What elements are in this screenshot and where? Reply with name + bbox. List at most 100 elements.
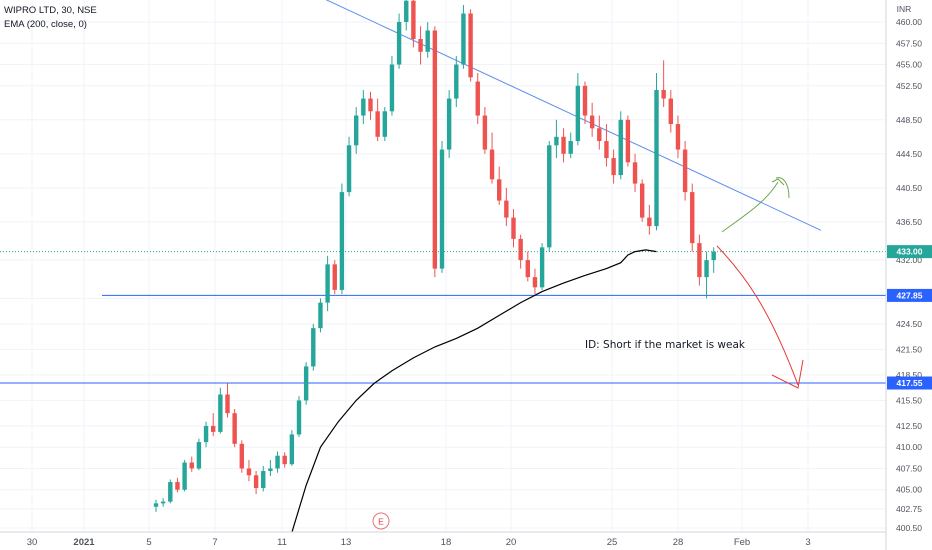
candle[interactable] <box>361 90 366 125</box>
candle[interactable] <box>604 124 609 167</box>
candle[interactable] <box>311 323 316 371</box>
candle[interactable] <box>425 22 430 58</box>
candle[interactable] <box>547 141 552 252</box>
descending-trendline[interactable] <box>292 0 822 231</box>
candle[interactable] <box>625 115 631 167</box>
candle[interactable] <box>368 91 373 120</box>
candle[interactable] <box>182 459 187 492</box>
candle[interactable] <box>597 115 602 150</box>
candle[interactable] <box>497 166 502 205</box>
trendline[interactable] <box>292 0 822 231</box>
candle[interactable] <box>704 251 709 299</box>
candle[interactable] <box>561 128 566 163</box>
candle[interactable] <box>518 234 523 269</box>
candle-body <box>497 179 502 201</box>
red-down-arrow[interactable] <box>716 245 799 386</box>
green-up-arrow[interactable] <box>721 178 785 233</box>
candle[interactable] <box>275 451 280 473</box>
candle[interactable] <box>332 260 337 295</box>
price-axis[interactable]: 400.50 402.75 405.00 407.50 410.00 412.50 415.… <box>885 0 922 550</box>
candle[interactable] <box>647 204 652 235</box>
candle[interactable] <box>525 251 530 282</box>
candle[interactable] <box>339 183 345 295</box>
candle[interactable] <box>482 107 488 154</box>
candle[interactable] <box>318 298 323 333</box>
symbol-title[interactable]: WIPRO LTD, 30, NSE <box>4 5 97 16</box>
forecast-arrows[interactable] <box>716 177 804 389</box>
candle[interactable] <box>261 465 266 492</box>
candle[interactable] <box>454 56 459 108</box>
candle[interactable] <box>532 268 538 295</box>
candle[interactable] <box>382 107 387 142</box>
candle[interactable] <box>196 438 202 471</box>
candle[interactable] <box>411 0 416 48</box>
candle[interactable] <box>611 149 616 184</box>
time-axis[interactable]: 30 2021 5 7 11 13 18 20 25 28 Feb 3 <box>0 531 886 548</box>
candle[interactable] <box>554 119 559 159</box>
candle[interactable] <box>246 459 252 482</box>
candle-body <box>654 90 659 227</box>
candle[interactable] <box>168 479 173 504</box>
candle[interactable] <box>568 132 573 159</box>
candlesticks[interactable] <box>153 0 716 512</box>
candle[interactable] <box>511 209 516 248</box>
candle-body <box>268 468 273 472</box>
candle[interactable] <box>432 26 438 278</box>
candle[interactable] <box>296 396 302 438</box>
candle[interactable] <box>589 102 595 137</box>
indicator-label[interactable]: EMA (200, close, 0) <box>4 19 87 30</box>
candle[interactable] <box>468 9 473 82</box>
candle[interactable] <box>575 73 581 146</box>
candle[interactable] <box>218 387 223 434</box>
candle[interactable] <box>461 4 466 69</box>
candle[interactable] <box>346 136 352 197</box>
candle[interactable] <box>253 471 259 494</box>
candle[interactable] <box>654 73 659 231</box>
candle[interactable] <box>325 255 330 312</box>
candle[interactable] <box>446 90 452 159</box>
candle[interactable] <box>232 408 237 448</box>
candle[interactable] <box>396 13 402 69</box>
candle[interactable] <box>282 452 287 468</box>
candle[interactable] <box>375 98 380 142</box>
event-marker[interactable]: E <box>372 512 390 530</box>
candle[interactable] <box>504 187 509 227</box>
candle[interactable] <box>618 111 623 180</box>
candle[interactable] <box>675 115 681 159</box>
candle[interactable] <box>303 362 309 405</box>
candle[interactable] <box>640 179 645 222</box>
candle[interactable] <box>668 90 673 133</box>
candle[interactable] <box>189 456 194 472</box>
candle[interactable] <box>475 73 480 125</box>
candle[interactable] <box>289 430 295 466</box>
horizontal-levels[interactable] <box>0 251 886 384</box>
candle[interactable] <box>175 477 180 493</box>
candle[interactable] <box>439 141 445 273</box>
candle[interactable] <box>682 141 688 201</box>
candle[interactable] <box>418 26 423 65</box>
candle[interactable] <box>268 459 273 477</box>
candle-body <box>318 302 323 329</box>
candle[interactable] <box>404 0 409 31</box>
candle[interactable] <box>239 440 244 473</box>
candle[interactable] <box>160 498 166 507</box>
candle[interactable] <box>697 234 702 286</box>
candle[interactable] <box>632 153 638 193</box>
ema-200-line[interactable] <box>291 249 657 533</box>
earnings-event-icon[interactable] <box>372 512 390 530</box>
candle[interactable] <box>354 107 359 154</box>
candle[interactable] <box>203 421 209 448</box>
candle[interactable] <box>690 183 695 252</box>
candle[interactable] <box>661 60 666 108</box>
candle[interactable] <box>539 243 545 290</box>
candle[interactable] <box>153 499 159 512</box>
candle[interactable] <box>489 132 495 184</box>
candle[interactable] <box>225 383 230 418</box>
candle[interactable] <box>211 413 216 437</box>
candle-body <box>575 85 581 142</box>
candle[interactable] <box>711 247 716 273</box>
time-tick-label: 30 <box>27 537 38 548</box>
candle[interactable] <box>582 81 588 125</box>
candle[interactable] <box>389 56 395 116</box>
